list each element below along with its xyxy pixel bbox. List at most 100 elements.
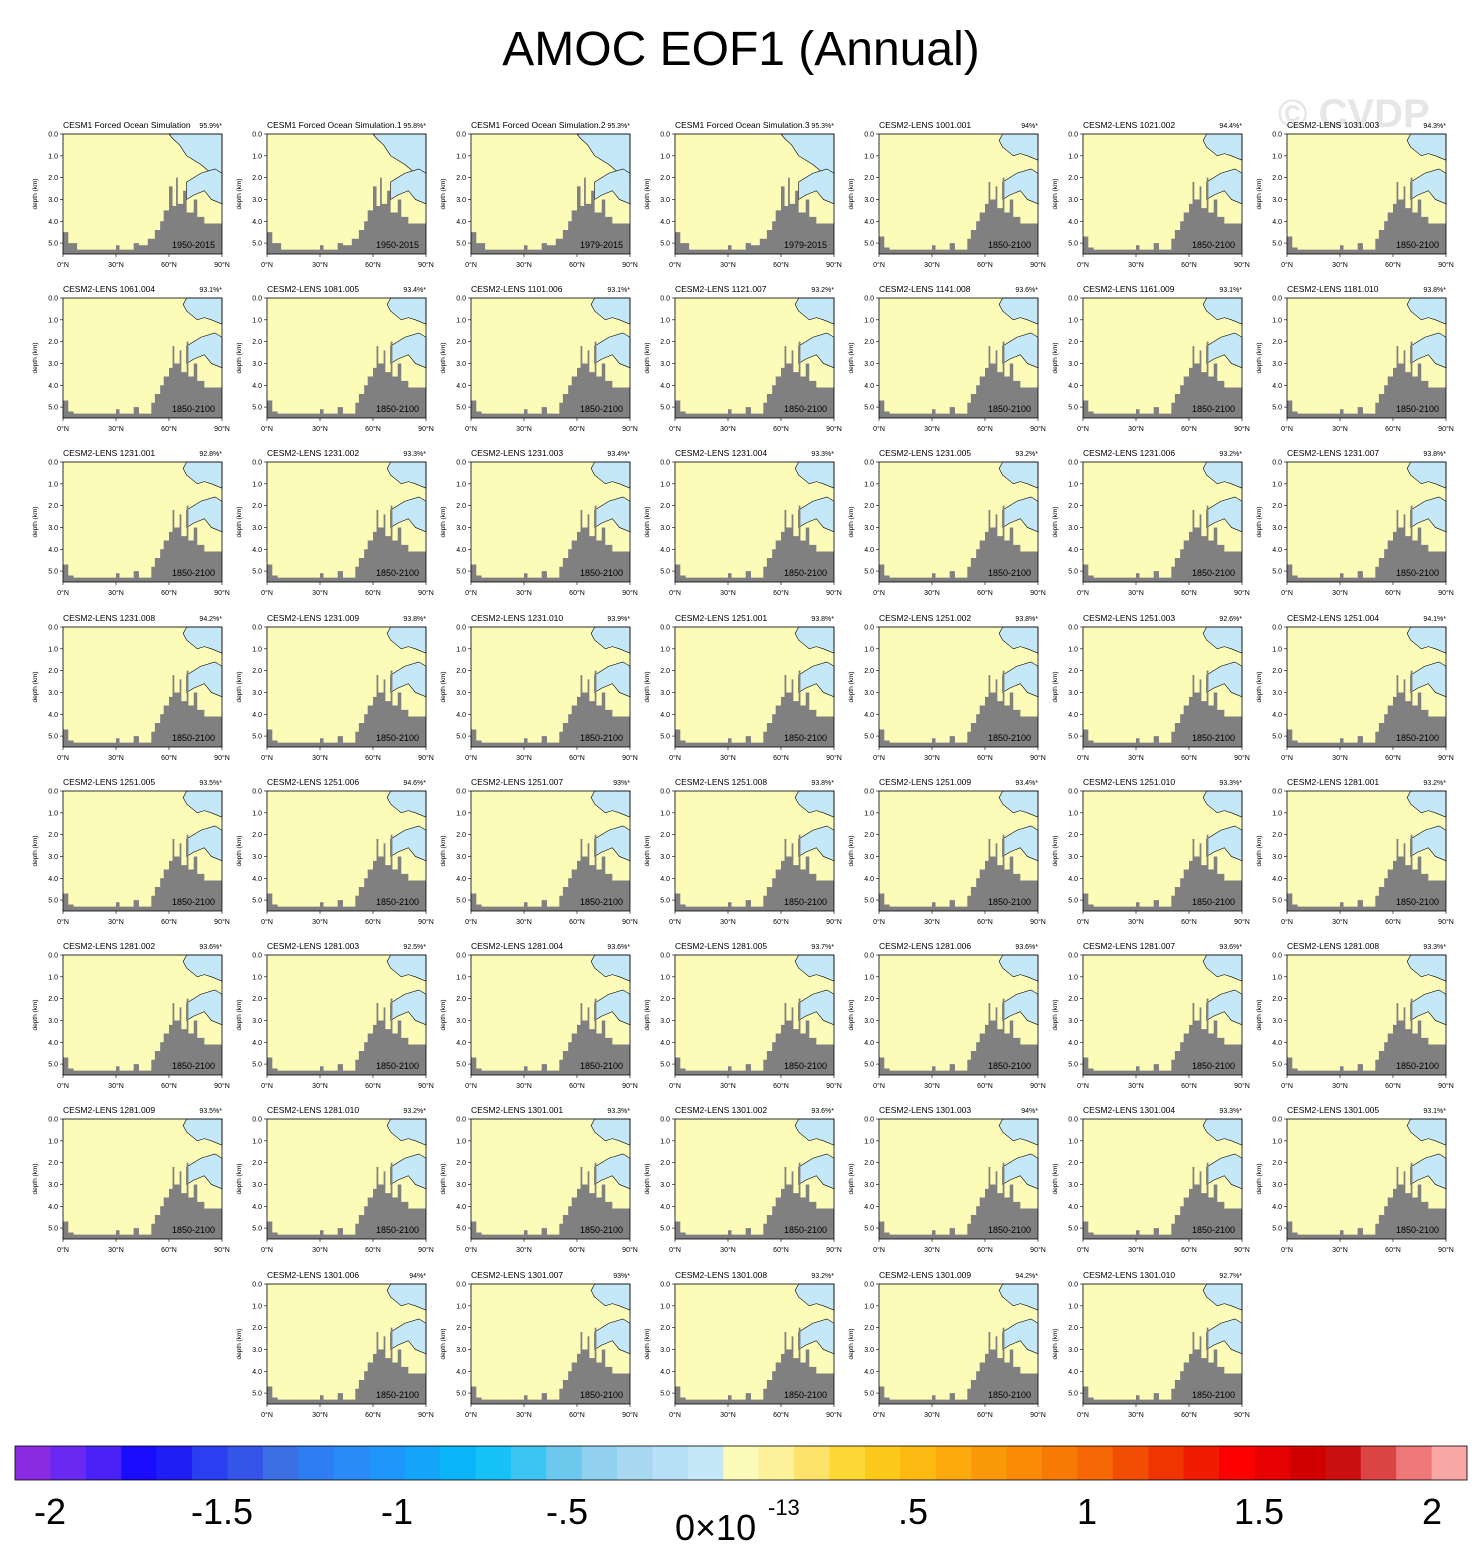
x-tick-label: 30°N (720, 754, 736, 762)
y-axis-label: depth (km) (440, 1163, 447, 1194)
colorbar-swatch (262, 1446, 299, 1480)
y-tick-label: 5.0 (1272, 1062, 1282, 1069)
y-tick-label: 4.0 (660, 547, 670, 554)
panel-variance: 94%* (409, 1273, 426, 1280)
ocean-floor (675, 177, 834, 254)
x-tick-label: 0°N (1281, 1082, 1293, 1090)
y-tick-label: 5.0 (48, 569, 58, 576)
panel-variance: 93.8%* (1015, 616, 1038, 623)
y-tick-label: 3.0 (660, 361, 670, 368)
x-tick-label: 90°N (622, 754, 638, 762)
ocean-floor (267, 1162, 426, 1239)
y-tick-label: 3.0 (252, 1018, 262, 1025)
panel-variance: 93.3%* (811, 451, 834, 458)
colorbar-tick-label: -1.5 (191, 1491, 253, 1532)
x-tick-label: 60°N (1385, 754, 1401, 762)
y-tick-label: 4.0 (48, 876, 58, 883)
x-tick-label: 90°N (214, 1082, 230, 1090)
y-tick-label: 3.0 (48, 854, 58, 861)
y-tick-label: 2.0 (252, 832, 262, 839)
colorbar-swatch (1006, 1446, 1043, 1480)
y-tick-label: 1.0 (660, 481, 670, 488)
y-tick-label: 3.0 (252, 1347, 262, 1354)
y-axis-label: depth (km) (848, 835, 855, 866)
y-axis-label: depth (km) (1256, 999, 1263, 1030)
y-axis-label: depth (km) (32, 1163, 39, 1194)
y-tick-label: 2.0 (660, 1325, 670, 1332)
y-tick-label: 0.0 (252, 1117, 262, 1124)
x-tick-label: 0°N (57, 1082, 69, 1090)
panel-negative-region (390, 1318, 427, 1355)
x-tick-label: 60°N (1181, 1246, 1197, 1254)
y-tick-label: 3.0 (864, 690, 874, 697)
panel-years: 1850-2100 (1192, 240, 1235, 250)
y-tick-label: 1.0 (252, 153, 262, 160)
panel-years: 1850-2100 (172, 1061, 215, 1071)
colorbar-swatch (1183, 1446, 1220, 1480)
y-tick-label: 2.0 (1068, 1160, 1078, 1167)
x-tick-label: 90°N (622, 261, 638, 269)
x-tick-label: 90°N (826, 1082, 842, 1090)
y-axis-label: depth (km) (848, 1328, 855, 1359)
y-tick-label: 3.0 (1068, 1018, 1078, 1025)
panel-variance: 95.8%* (403, 123, 426, 130)
y-axis-label: depth (km) (1256, 1163, 1263, 1194)
y-axis-label: depth (km) (440, 506, 447, 537)
panel-title: CESM2-LENS 1251.003 (1083, 613, 1175, 623)
y-tick-label: 1.0 (864, 153, 874, 160)
x-tick-label: 60°N (365, 425, 381, 433)
panel-frame (1286, 626, 1447, 748)
y-tick-label: 2.0 (252, 1160, 262, 1167)
ocean-floor (1083, 341, 1242, 418)
y-tick-label: 2.0 (660, 668, 670, 675)
y-tick-label: 4.0 (864, 876, 874, 883)
y-axis-label: depth (km) (1052, 506, 1059, 537)
ocean-floor (63, 341, 222, 418)
panel-years: 1850-2100 (784, 568, 827, 578)
panel-negative-region (594, 1318, 631, 1355)
eof-panel: 0.0 1.0 2.0 3.0 4.0 5.0 depth (km) 0°N 30°N 60°N 9… (1052, 284, 1250, 433)
panel-years: 1850-2100 (376, 1390, 419, 1400)
panel-title: CESM2-LENS 1301.008 (675, 1270, 767, 1280)
eof-panel: 0.0 1.0 2.0 3.0 4.0 5.0 depth (km) 0°N 30°N 60°N 9… (1256, 613, 1454, 762)
panel-frame (878, 954, 1039, 1076)
x-tick-label: 30°N (1332, 261, 1348, 269)
x-tick-label: 0°N (669, 918, 681, 926)
y-tick-label: 4.0 (864, 383, 874, 390)
panel-variance: 93.8%* (811, 616, 834, 623)
eof-panel: 0.0 1.0 2.0 3.0 4.0 5.0 depth (km) 0°N 30°N 60°N 9… (236, 1270, 434, 1419)
y-tick-label: 2.0 (1272, 832, 1282, 839)
y-tick-label: 2.0 (660, 996, 670, 1003)
watermark: © CVDP (1278, 92, 1430, 136)
colorbar-swatch (1148, 1446, 1185, 1480)
y-tick-label: 0.0 (1068, 460, 1078, 467)
y-axis-label: depth (km) (848, 999, 855, 1030)
y-tick-label: 3.0 (456, 525, 466, 532)
x-tick-label: 90°N (622, 1246, 638, 1254)
y-axis-label: depth (km) (440, 342, 447, 373)
panel-title: CESM2-LENS 1231.003 (471, 448, 563, 458)
eof-panel: 0.0 1.0 2.0 3.0 4.0 5.0 depth (km) 0°N 30°N 60°N 9… (32, 613, 230, 762)
y-tick-label: 5.0 (1068, 241, 1078, 248)
panel-frame (62, 954, 223, 1076)
y-axis-label: depth (km) (236, 178, 243, 209)
y-tick-label: 4.0 (1068, 712, 1078, 719)
panel-variance: 93.5%* (199, 1108, 222, 1115)
panel-negative-region (1206, 1153, 1243, 1190)
panel-variance: 93.3%* (1219, 780, 1242, 787)
panel-negative-region (186, 168, 223, 205)
panel-title: CESM2-LENS 1061.004 (63, 284, 155, 294)
panel-negative-region (798, 825, 835, 862)
y-tick-label: 2.0 (1272, 996, 1282, 1003)
panel-negative-region (1002, 496, 1039, 533)
colorbar-swatch (971, 1446, 1008, 1480)
y-tick-label: 5.0 (864, 405, 874, 412)
y-tick-label: 2.0 (1272, 339, 1282, 346)
x-tick-label: 90°N (214, 261, 230, 269)
colorbar-swatch (652, 1446, 689, 1480)
y-tick-label: 0.0 (252, 789, 262, 796)
panel-frame (1082, 1283, 1243, 1405)
panel-frame (62, 461, 223, 583)
panel-years: 1850-2100 (784, 1390, 827, 1400)
y-tick-label: 5.0 (456, 569, 466, 576)
